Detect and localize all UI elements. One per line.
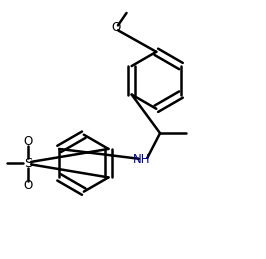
Text: O: O	[111, 21, 121, 34]
Text: O: O	[23, 135, 33, 148]
Text: NH: NH	[133, 153, 151, 166]
Text: S: S	[24, 157, 32, 170]
Text: O: O	[23, 179, 33, 192]
